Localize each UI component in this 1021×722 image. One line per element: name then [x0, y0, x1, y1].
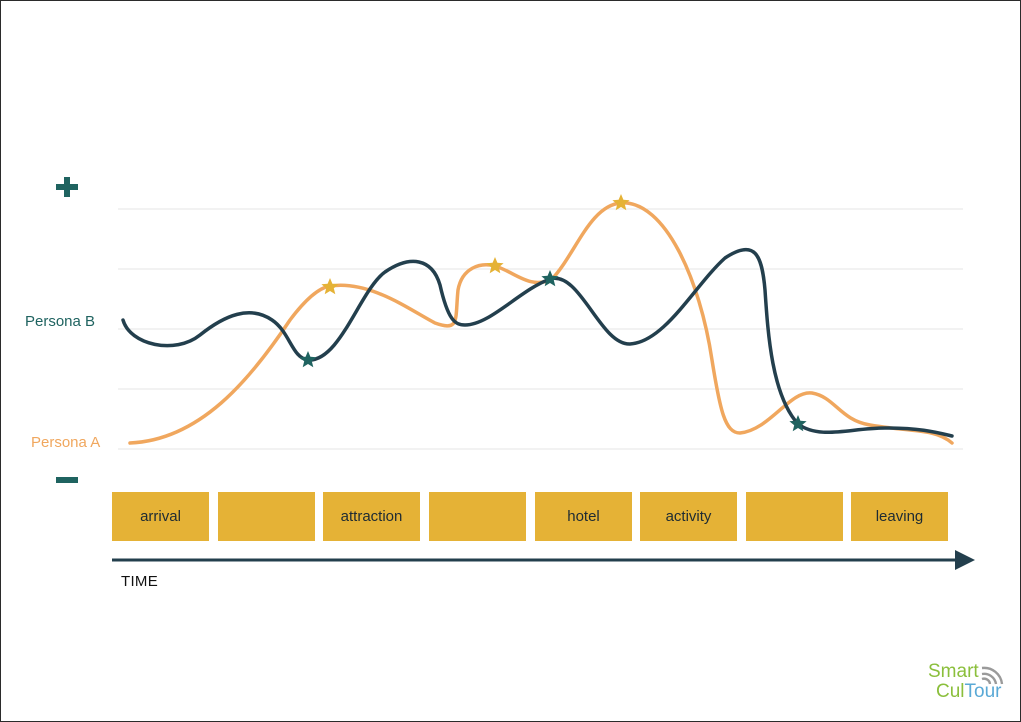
time-arrow: [112, 550, 975, 570]
stage-box: hotel: [535, 492, 632, 541]
stage-box: [746, 492, 843, 541]
persona-a-curve: [128, 201, 954, 445]
persona-a-stars: [321, 194, 630, 295]
gridlines: [118, 208, 963, 450]
smartcultour-logo: Smart CulTour: [928, 662, 1008, 706]
stage-box: [429, 492, 526, 541]
stage-box: activity: [640, 492, 737, 541]
star-icon: [789, 415, 807, 432]
stage-box: leaving: [851, 492, 948, 541]
arrow-head-icon: [955, 550, 975, 570]
plus-icon: [56, 177, 78, 197]
stage-box: [218, 492, 315, 541]
star-icon: [541, 270, 559, 287]
logo-word-cultour: CulTour: [936, 682, 1001, 702]
star-icon: [321, 278, 339, 295]
time-axis-label: TIME: [121, 573, 159, 590]
signal-icon: [981, 666, 1004, 685]
persona-b-label: Persona B: [25, 313, 96, 330]
star-icon: [486, 257, 504, 274]
stage-box: attraction: [323, 492, 420, 541]
stage-box: arrival: [112, 492, 209, 541]
logo-word-tour: Tour: [964, 681, 1002, 702]
logo-word-smart: Smart: [928, 661, 979, 682]
star-icon: [299, 351, 317, 368]
minus-icon: [56, 477, 78, 483]
logo-word-cul: Cul: [936, 681, 965, 702]
persona-b-curve: [121, 247, 954, 438]
star-icon: [612, 194, 630, 211]
persona-b-stars: [299, 270, 807, 432]
persona-a-label: Persona A: [31, 434, 101, 451]
